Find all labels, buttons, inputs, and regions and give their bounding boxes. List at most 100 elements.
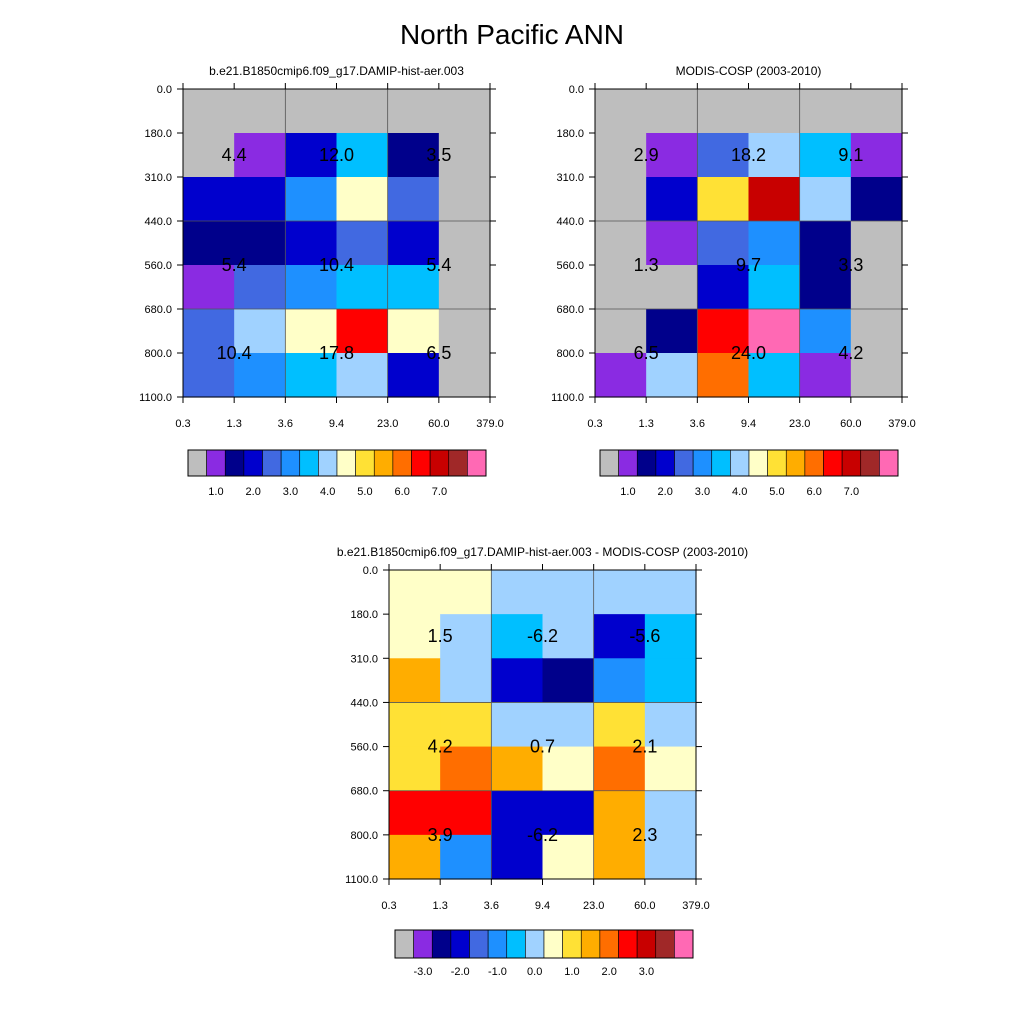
- colorbar-swatch: [599, 449, 619, 477]
- colorbar-swatch: [636, 929, 657, 959]
- colorbar-swatch: [674, 449, 694, 477]
- colorbar-swatch: [450, 929, 470, 959]
- heatmap-cell: [336, 177, 389, 222]
- x-tick-label: 9.4: [329, 418, 344, 430]
- colorbar-label: 1.0: [208, 486, 223, 498]
- y-tick-label: 0.0: [363, 565, 378, 577]
- heatmap-cell: [183, 133, 235, 178]
- colorbar-swatch: [206, 449, 226, 477]
- heatmap-cell: [438, 221, 491, 266]
- x-tick-label: 60.0: [634, 900, 655, 912]
- colorbar-swatch: [525, 929, 545, 959]
- block-value-label: 9.1: [838, 145, 863, 165]
- colorbar-label: 2.0: [246, 486, 261, 498]
- heatmap-cell: [697, 353, 750, 398]
- panel-title: b.e21.B1850cmip6.f09_g17.DAMIP-hist-aer.…: [337, 545, 748, 559]
- colorbar-swatch: [394, 929, 414, 959]
- colorbar-swatch: [487, 929, 508, 959]
- heatmap-cell: [799, 133, 852, 178]
- colorbar-swatch: [299, 449, 319, 477]
- colorbar-swatch: [655, 929, 675, 959]
- block-value-label: 3.3: [838, 255, 863, 275]
- colorbar-swatch: [543, 929, 563, 959]
- heatmap-cell: [285, 265, 338, 310]
- y-tick-label: 800.0: [350, 830, 378, 842]
- colorbar-label: 4.0: [732, 486, 747, 498]
- panel-title: b.e21.B1850cmip6.f09_g17.DAMIP-hist-aer.…: [209, 64, 464, 78]
- colorbar-swatch: [841, 449, 862, 477]
- y-tick-label: 440.0: [144, 216, 172, 228]
- y-tick-label: 680.0: [556, 304, 584, 316]
- y-tick-label: 800.0: [556, 348, 584, 360]
- heatmap-cell: [644, 570, 697, 615]
- block-value-label: 17.8: [319, 343, 354, 363]
- x-tick-label: 60.0: [840, 418, 861, 430]
- heatmap-cell: [542, 834, 595, 880]
- colorbar-label: 3.0: [639, 966, 654, 978]
- block-value-label: 18.2: [731, 145, 766, 165]
- block-value-label: 2.1: [632, 737, 657, 757]
- heatmap-cell: [183, 89, 235, 134]
- colorbar-swatch: [318, 449, 338, 477]
- y-tick-label: 1100.0: [551, 392, 584, 404]
- heatmap-cell: [285, 89, 338, 134]
- heatmap-cell: [646, 265, 698, 310]
- block-value-label: 9.7: [736, 255, 761, 275]
- block-value-label: 1.5: [428, 626, 453, 646]
- heatmap-cell: [850, 353, 903, 398]
- heatmap-cell: [336, 309, 389, 354]
- heatmap-cell: [440, 702, 492, 748]
- heatmap-cell: [593, 790, 646, 836]
- colorbar-swatch: [506, 929, 526, 959]
- heatmap-cell: [285, 177, 338, 222]
- x-tick-label: 3.6: [278, 418, 293, 430]
- colorbar-swatch: [187, 449, 207, 477]
- y-tick-label: 560.0: [350, 742, 378, 754]
- colorbar-label: 1.0: [620, 486, 635, 498]
- heatmap-cell: [389, 746, 441, 792]
- colorbar-swatch: [636, 449, 657, 477]
- heatmap-cell: [644, 614, 697, 659]
- heatmap-cell: [644, 746, 697, 792]
- block-value-label: 10.4: [217, 343, 252, 363]
- y-tick-label: 180.0: [144, 128, 172, 140]
- colorbar-frame: [394, 929, 694, 959]
- colorbar-swatch: [280, 449, 301, 477]
- colorbar-label: 2.0: [602, 966, 617, 978]
- heatmap-cell: [646, 133, 698, 178]
- block-value-label: 3.9: [428, 825, 453, 845]
- block-value-label: 6.5: [426, 343, 451, 363]
- heatmap-cell: [491, 570, 544, 615]
- heatmap-cell: [440, 790, 492, 836]
- colorbar-swatch: [655, 449, 675, 477]
- colorbar-frame: [599, 449, 899, 477]
- heatmap-cell: [595, 265, 647, 310]
- x-tick-label: 3.6: [484, 900, 499, 912]
- colorbar-swatch: [448, 449, 468, 477]
- heatmap-cell: [748, 133, 801, 178]
- x-tick-label: 60.0: [428, 418, 449, 430]
- heatmap-cell: [234, 89, 286, 134]
- x-tick-label: 379.0: [682, 900, 710, 912]
- heatmap-cell: [336, 353, 389, 398]
- heatmap-cell: [440, 614, 492, 659]
- heatmap-cell: [389, 790, 441, 836]
- colorbar-swatch: [785, 449, 806, 477]
- heatmap-cell: [389, 702, 441, 748]
- colorbar-swatch: [618, 449, 638, 477]
- x-tick-label: 9.4: [535, 900, 550, 912]
- heatmap-cell: [595, 221, 647, 266]
- y-tick-label: 180.0: [556, 128, 584, 140]
- x-tick-label: 9.4: [741, 418, 756, 430]
- heatmap-cell: [593, 834, 646, 880]
- heatmap-cell: [595, 309, 647, 354]
- heatmap-cell: [595, 89, 647, 134]
- block-value-label: 5.4: [426, 255, 451, 275]
- block-value-label: 0.7: [530, 737, 555, 757]
- colorbar-swatch: [373, 449, 394, 477]
- heatmap-cell: [285, 133, 338, 178]
- heatmap-cell: [799, 353, 852, 398]
- heatmap-cell: [593, 658, 646, 704]
- colorbar-swatch: [431, 929, 452, 959]
- colorbar-label: 5.0: [769, 486, 784, 498]
